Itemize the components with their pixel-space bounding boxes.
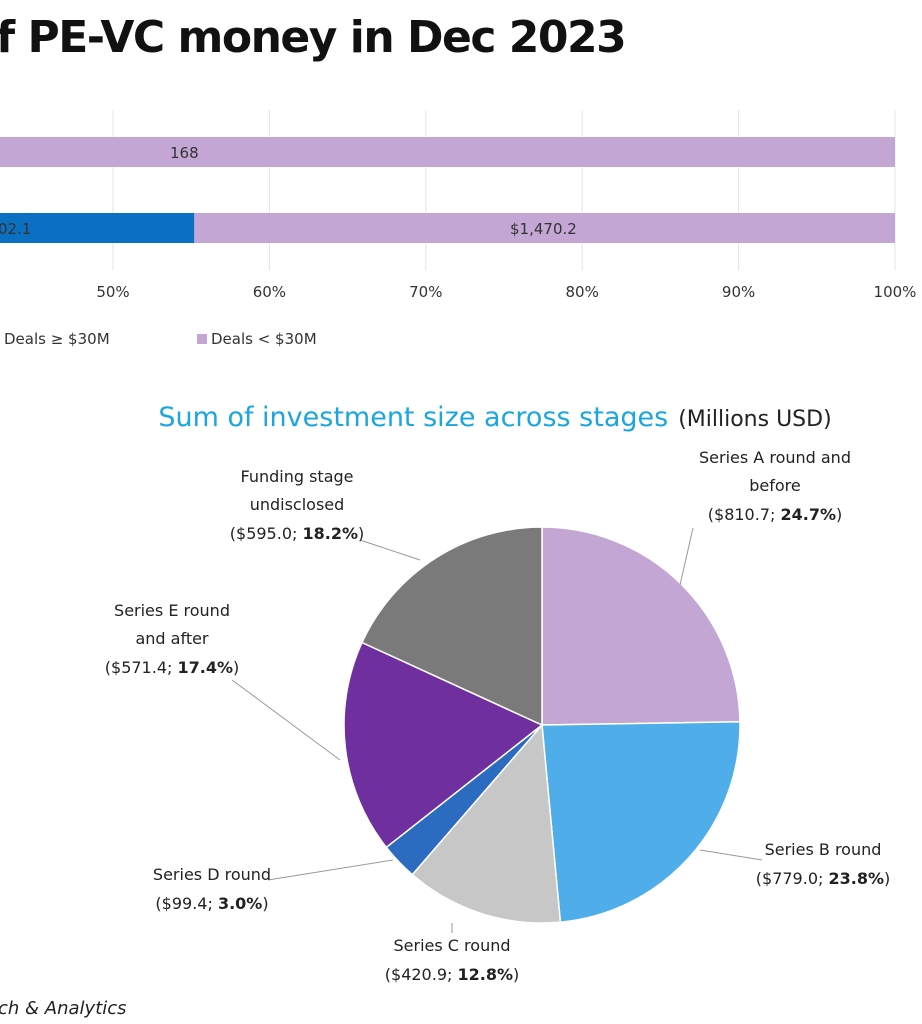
pie-title: Sum of investment size across stages (Mil… [158,402,831,433]
x-tick-label: 90% [722,283,755,301]
bar-segment [194,213,895,243]
pie-slice [541,526,741,726]
x-tick-label: 80% [566,283,599,301]
pie-slice-label: Funding stage undisclosed ($595.0; 18.2%) [230,467,364,543]
x-tick-label: 100% [874,283,917,301]
pie-slice-label: Series A round and before ($810.7; 24.7%) [699,448,851,524]
legend-swatch [197,334,207,344]
pie-slice-label: Series E round and after ($571.4; 17.4%) [105,601,239,677]
pie-slice [541,721,741,923]
bar-segment [0,213,195,243]
pie-slice-label: Series B round ($779.0; 23.8%) [756,840,890,888]
bar-label: $1,470.2 [510,220,577,238]
bar-label: 02.1 [0,220,31,238]
stacked-bar-chart: 168 02.1 $1,470.2 50% 60% 70% 80% 90% 100% Deals … [0,110,917,348]
pie-chart: Sum of investment size across stages (Mil… [105,402,890,984]
legend-label: Deals ≥ $30M [4,330,110,348]
pie-slice-label: Series D round ($99.4; 3.0%) [153,865,271,913]
pie-slice-label: Series C round ($420.9; 12.8%) [385,936,519,984]
leader-line [267,859,394,881]
x-tick-label: 60% [253,283,286,301]
pie-slice [411,723,562,924]
pie-slice [361,526,543,727]
pie-slice [343,641,544,849]
leader-line [231,679,341,761]
leader-line [359,539,421,561]
x-tick-label: 50% [96,283,129,301]
bar-segment [0,137,895,167]
source-footer: ch & Analytics [0,998,127,1019]
legend-label: Deals < $30M [211,330,317,348]
leader-line [699,849,763,861]
page-title: f PE-VC money in Dec 2023 [0,12,627,63]
bar-label: 168 [170,144,199,162]
x-tick-label: 70% [409,283,442,301]
leader-line [679,527,694,586]
